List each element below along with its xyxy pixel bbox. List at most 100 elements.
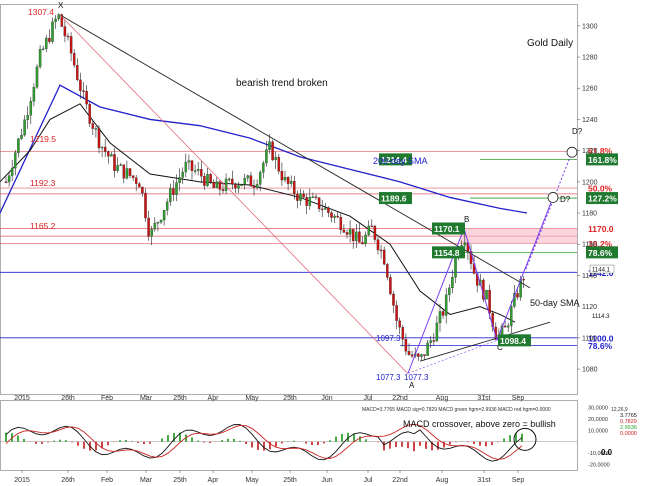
macd-x-tick-label: Sep [512,477,525,484]
bear-candle [379,249,383,252]
bull-candle [38,49,42,67]
x-tick-label: 31st [477,395,490,402]
bear-candle [361,242,364,245]
bull-candle [227,178,231,181]
macd-histogram-bar [65,440,67,442]
macd-histogram-bar [293,440,295,442]
sma200-annotation: 200-day SMA [373,156,428,166]
bear-candle [373,225,377,240]
bull-candle [125,168,129,179]
bear-candle [280,170,284,181]
bear-candle [200,169,203,177]
d-point-marker [566,146,578,158]
price-box-label: 1154.8 [434,248,460,258]
bear-candle [305,196,308,206]
bull-candle [17,138,20,153]
bear-candle [172,188,175,195]
bear-candle [107,151,110,157]
price-box-label: 1214.4 [381,155,407,165]
bear-candle [209,174,212,183]
bull-candle [23,119,26,136]
bull-candle [420,354,423,357]
bear-candle [103,146,107,152]
macd-histogram-bar [263,441,265,451]
bull-candle [162,210,166,221]
macd-histogram-bar [203,441,205,443]
bear-candle [404,339,408,352]
macd-histogram-bar [71,441,73,443]
bull-candle [178,177,181,183]
bull-candle [41,48,45,50]
bull-candle [355,231,358,242]
fib-label: 78.6% [588,248,613,258]
bull-candle [156,222,160,224]
macd-histogram-bar [53,440,55,442]
macd-histogram-bar [143,441,145,445]
bull-candle [57,14,60,20]
bear-candle [221,189,225,191]
macd-histogram-bar [59,439,61,442]
macd-signal-line [5,423,523,460]
bull-candle [444,294,448,316]
bearish-trendline [59,14,531,289]
bull-candle [159,219,163,223]
bull-candle [429,340,432,344]
bear-candle [97,128,101,149]
macd-histogram-bar [77,441,79,446]
macd-x-tick-label: Aug [436,477,449,484]
macd-histogram-bar [335,436,337,442]
macd-histogram-bar [323,441,325,444]
bull-candle [51,21,54,42]
bull-candle [7,175,11,183]
macd-histogram-bar [119,440,121,442]
bear-candle [48,37,51,42]
macd-histogram-bar [365,439,367,442]
pattern-point-D: D? [560,195,571,204]
macd-x-tick-label: Feb [101,477,113,484]
bear-candle [441,311,445,316]
side-value-label: 1114.3 [592,314,610,320]
macd-histogram-bar [191,437,193,442]
macd-histogram-bar [497,441,499,443]
bear-candle [203,176,206,186]
bull-candle [426,342,429,356]
macd-histogram-bar [347,432,349,442]
bear-candle [358,231,361,243]
fib-label: 127.2% [588,194,617,204]
bear-candle [401,327,405,340]
macd-right-value: 0.7829 [620,419,637,425]
macd-y-tick-label: 20,0000 [588,417,608,423]
bull-candle [240,184,243,186]
macd-histogram-bar [377,441,379,443]
bear-candle [345,232,349,235]
y-tick-label: 1260 [582,86,598,93]
sma50-annotation: 50-day SMA [530,298,580,308]
bear-candle [60,14,64,27]
macd-histogram-bar [329,440,331,442]
bull-candle [255,184,259,188]
macd-histogram-bar [83,441,85,449]
bear-candle [4,181,8,183]
bear-candle [503,325,507,328]
cd-leg [496,197,554,341]
macd-histogram-bar [197,440,199,442]
bear-candle [522,278,525,281]
macd-line [5,424,523,462]
macd-histogram-bar [41,441,43,444]
y-tick-label: 1240 [582,117,598,124]
macd-x-tick-label: Mar [140,477,153,484]
macd-zero-label: 0.0 [601,448,613,457]
bull-candle [32,87,36,102]
bull-candle [35,66,39,88]
macd-panel-frame [0,400,578,471]
macd-histogram-bar [251,441,253,448]
fib-box [586,192,618,205]
bull-candle [283,177,287,181]
bear-candle [131,175,135,178]
macd-histogram-bar [257,441,259,450]
y-tick-label: 1160 [582,242,597,249]
bear-candle [286,177,290,184]
macd-histogram-bar [233,438,235,442]
y-tick-label: 1180 [582,211,597,218]
bull-candle [289,180,293,184]
